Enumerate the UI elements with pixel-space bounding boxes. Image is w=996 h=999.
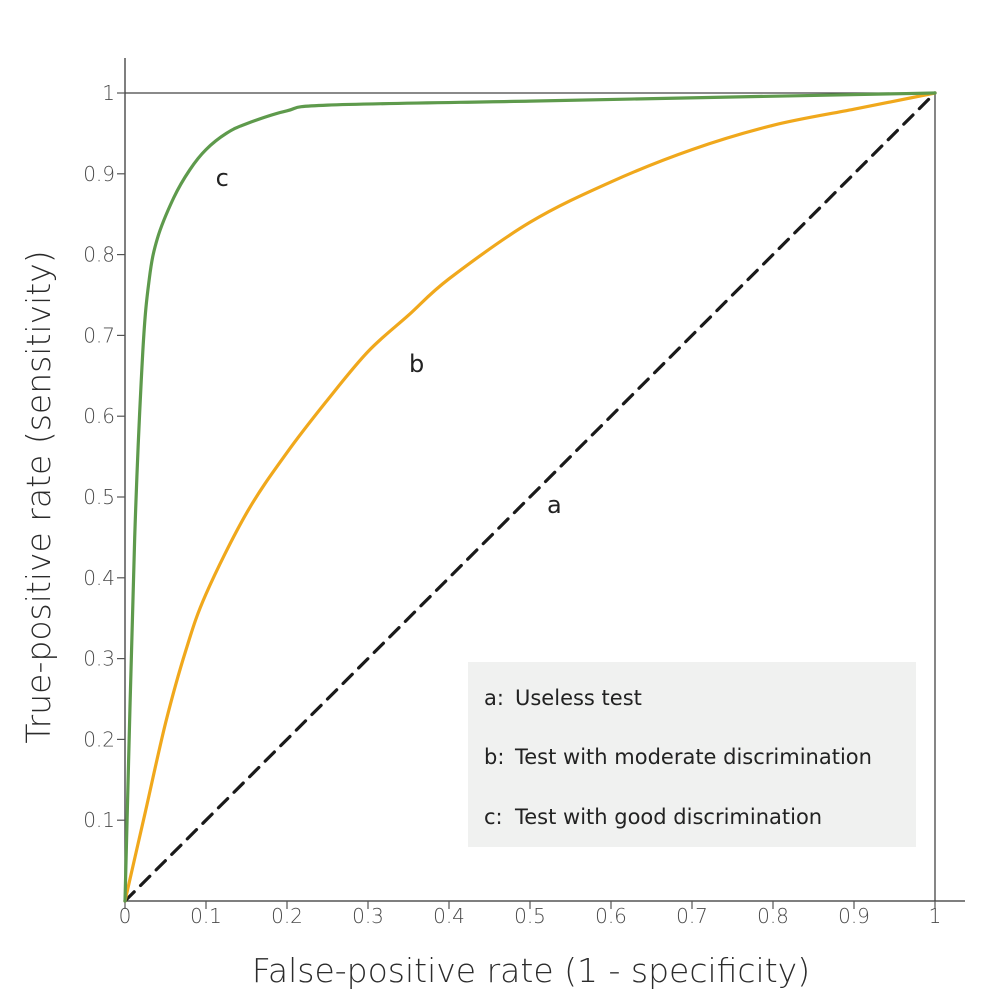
x-tick-label: 0.8 [757,904,789,928]
y-tick-label: 0.2 [83,727,115,751]
y-tick-label: 0.5 [83,485,115,509]
x-tick-label: 1 [929,904,942,928]
y-ticks: 0.1 0.2 0.3 0.4 0.5 0.6 0.7 0.8 0.9 1 [83,81,125,832]
legend: a: Useless test b: Test with moderate di… [468,662,916,847]
x-tick-label: 0.6 [595,904,627,928]
x-tick-label: 0.7 [676,904,708,928]
legend-key-a: a: [484,686,504,710]
series-layer [123,91,937,903]
series-b-line [123,91,937,903]
x-tick-label: 0.4 [433,904,465,928]
y-tick-label: 0.1 [83,808,115,832]
series-c-line [123,91,937,903]
x-axis-title: False-positive rate (1 - specificity) [252,951,810,990]
legend-label-c: Test with good discrimination [514,805,822,829]
curve-labels: a b c [216,164,562,519]
x-tick-label: 0.3 [352,904,384,928]
curve-label-c: c [216,164,229,192]
y-tick-label: 0.3 [83,647,115,671]
legend-box [468,662,916,847]
x-tick-label: 0.5 [514,904,546,928]
y-tick-label: 0.6 [83,404,115,428]
x-ticks: 0 0.1 0.2 0.3 0.4 0.5 0.6 0.7 0.8 0.9 1 [119,901,942,928]
legend-label-b: Test with moderate discrimination [514,745,872,769]
y-tick-label: 0.9 [83,162,115,186]
axes [124,58,965,902]
y-tick-label: 0.8 [83,243,115,267]
y-tick-label: 0.4 [83,566,115,590]
x-tick-label: 0 [119,904,132,928]
x-tick-label: 0.2 [271,904,303,928]
curve-label-b: b [409,350,424,378]
series-a-line [123,91,937,903]
legend-key-b: b: [484,745,504,769]
legend-label-a: Useless test [515,686,642,710]
y-tick-label: 0.7 [83,323,115,347]
y-axis-title: True-positive rate (sensitivity) [19,250,58,743]
x-tick-label: 0.1 [190,904,222,928]
x-tick-label: 0.9 [838,904,870,928]
y-tick-label: 1 [102,81,115,105]
legend-key-c: c: [484,805,503,829]
curve-label-a: a [547,491,562,519]
